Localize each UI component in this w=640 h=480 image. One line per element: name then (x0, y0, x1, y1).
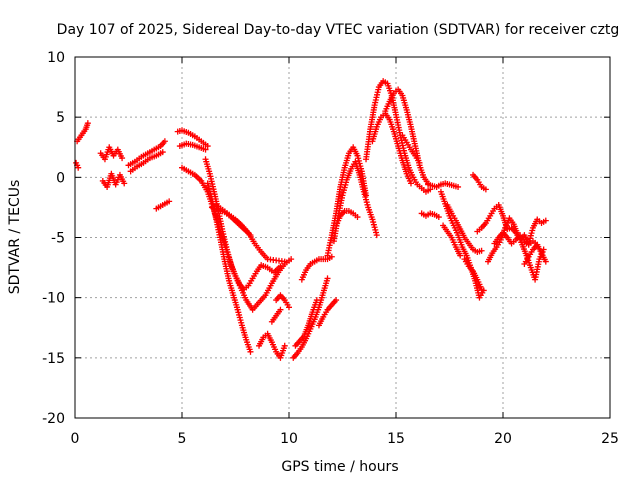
data-point (288, 256, 295, 263)
data-point (354, 214, 361, 221)
data-point (534, 241, 541, 248)
x-axis-label: GPS time / hours (281, 459, 398, 475)
data-point (84, 120, 91, 127)
y-tick-label: -5 (51, 231, 65, 247)
x-tick-label: 5 (178, 431, 187, 447)
data-point (482, 186, 489, 193)
data-point (247, 348, 254, 355)
data-point (478, 247, 485, 254)
y-tick-label: 10 (47, 50, 65, 66)
data-point (457, 252, 464, 259)
data-point (119, 155, 126, 162)
x-tick-label: 20 (494, 431, 512, 447)
x-tick-label: 0 (71, 431, 80, 447)
data-point (324, 275, 331, 282)
data-point (328, 253, 335, 260)
data-point (161, 138, 168, 145)
data-point (435, 214, 442, 221)
chart-title: Day 107 of 2025, Sidereal Day-to-day VTE… (57, 22, 620, 38)
data-point (277, 263, 284, 270)
x-tick-label: 15 (387, 431, 405, 447)
data-point (121, 180, 128, 187)
data-point (202, 146, 209, 153)
data-point (277, 306, 284, 313)
data-point (247, 232, 254, 239)
data-point (333, 297, 340, 304)
data-point (455, 183, 462, 190)
data-point (416, 159, 423, 166)
y-tick-label: 0 (56, 170, 65, 186)
y-tick-label: -15 (42, 351, 65, 367)
data-point (373, 232, 380, 239)
data-point (286, 304, 292, 311)
data-point (478, 286, 485, 293)
plot-frame (74, 56, 611, 419)
data-point (166, 198, 173, 205)
y-tick-label: 5 (56, 110, 65, 126)
data-point (159, 149, 166, 156)
x-tick-label: 25 (601, 431, 619, 447)
data-point (281, 258, 288, 265)
y-tick-label: -10 (42, 291, 65, 307)
y-tick-label: -20 (42, 411, 65, 427)
data-point (542, 217, 549, 224)
data-point (542, 258, 549, 265)
data-point (281, 342, 288, 349)
y-axis-label: SDTVAR / TECUs (7, 180, 23, 295)
data-point (75, 164, 82, 171)
data-points (73, 78, 549, 361)
data-point (204, 143, 211, 150)
data-point (313, 297, 320, 304)
data-point (407, 180, 414, 187)
x-tick-label: 10 (280, 431, 298, 447)
